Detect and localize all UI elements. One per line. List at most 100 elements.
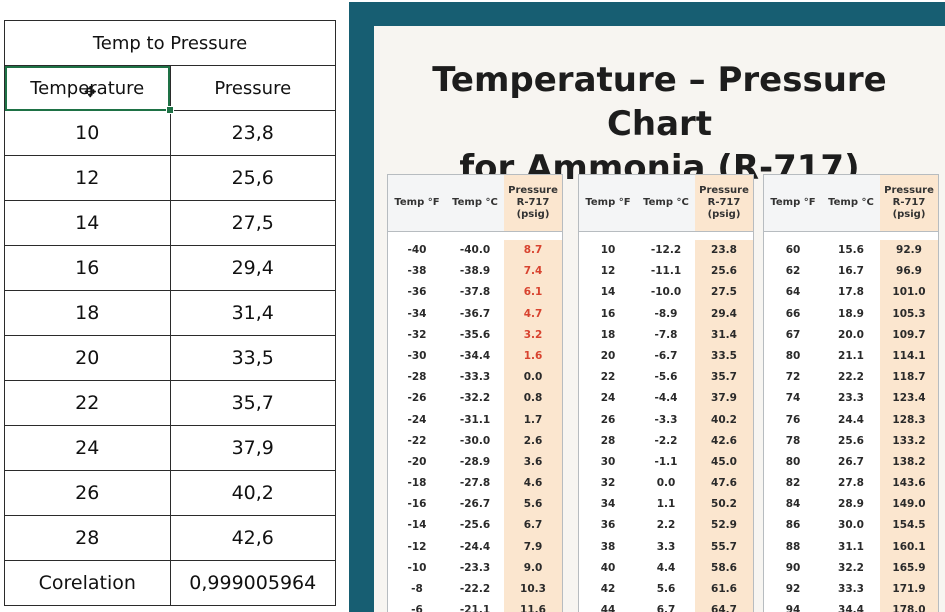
- temperature-cell[interactable]: 20: [4, 335, 171, 381]
- chart-table-row: 34 1.1 50.2: [579, 494, 753, 516]
- temperature-cell[interactable]: 28: [4, 515, 171, 561]
- pressure-value-cell: 178.0: [880, 600, 938, 612]
- temp-f-cell: -36: [407, 286, 427, 299]
- pressure-value-cell: 0.0: [504, 367, 562, 389]
- temp-c-cell: 5.6: [656, 583, 676, 595]
- temp-f-cell: -38: [407, 265, 427, 278]
- col-header-temp-c: Temp °C: [828, 197, 874, 208]
- pressure-cell[interactable]: 29,4: [169, 245, 336, 291]
- temperature-cell[interactable]: 24: [4, 425, 171, 471]
- temp-f-cell: 62: [785, 265, 801, 278]
- temp-c-cell: -28.9: [459, 455, 491, 468]
- chart-table-row: 36 2.2 52.9: [579, 515, 753, 537]
- pressure-cell[interactable]: 23,8: [169, 110, 336, 156]
- temp-f-cell: 18: [600, 328, 616, 341]
- chart-table-block-3: Temp °F Temp °C Pressure R-717 (psig) 60 15.6 9…: [763, 174, 939, 612]
- chart-table-row: -18 -27.8 4.6: [388, 473, 562, 495]
- temp-f-cell: -34: [407, 307, 427, 320]
- chart-table-row: 14 -10.0 27.5: [579, 282, 753, 304]
- chart-table-row: 64 17.8 101.0: [764, 282, 938, 304]
- temperature-cell[interactable]: 12: [4, 155, 171, 201]
- sheet-title-cell[interactable]: Temp to Pressure: [4, 20, 336, 66]
- chart-table-row: 60 15.6 92.9: [764, 240, 938, 262]
- pressure-value-cell: 128.3: [880, 409, 938, 431]
- pressure-cell[interactable]: 42,6: [169, 515, 336, 561]
- pressure-value-cell: 4.6: [504, 473, 562, 495]
- chart-table-row: 80 21.1 114.1: [764, 345, 938, 368]
- pressure-value-cell: 25.6: [695, 261, 753, 283]
- temp-f-cell: 84: [785, 498, 801, 511]
- col-header-pressure: Pressure R-717 (psig): [504, 175, 562, 231]
- pressure-value-cell: 50.2: [695, 494, 753, 516]
- chart-table-row: 44 6.7 64.7: [579, 600, 753, 612]
- pressure-cell[interactable]: 27,5: [169, 200, 336, 246]
- temp-c-cell: -24.4: [459, 540, 491, 553]
- chart-table-row: 94 34.4 178.0: [764, 600, 938, 612]
- pressure-value-cell: 101.0: [880, 282, 938, 304]
- chart-table-row: 18 -7.8 31.4: [579, 324, 753, 346]
- temperature-cell[interactable]: 10: [4, 110, 171, 156]
- temp-c-cell: -6.7: [654, 349, 678, 362]
- temp-f-cell: 80: [785, 455, 801, 468]
- col-header-pressure: Pressure R-717 (psig): [695, 175, 753, 231]
- temperature-cell[interactable]: 22: [4, 380, 171, 426]
- temp-f-cell: 30: [600, 455, 616, 468]
- chart-table-header: Temp °F Temp °C Pressure R-717 (psig): [764, 175, 938, 232]
- pressure-value-cell: 7.9: [504, 536, 562, 558]
- pressure-value-cell: 171.9: [880, 579, 938, 601]
- pressure-value-cell: 92.9: [880, 240, 938, 262]
- temp-c-cell: -35.6: [459, 328, 491, 341]
- temp-c-cell: -10.0: [650, 286, 682, 299]
- temp-c-cell: -5.6: [654, 371, 678, 384]
- col-header-temp-c: Temp °C: [452, 197, 498, 208]
- temp-f-cell: 28: [600, 434, 616, 447]
- pressure-value-cell: 61.6: [695, 579, 753, 601]
- pressure-cell[interactable]: 31,4: [169, 290, 336, 336]
- header-cell-pressure[interactable]: Pressure: [169, 65, 336, 111]
- temp-c-cell: 26.7: [838, 455, 864, 468]
- temperature-cell[interactable]: 26: [4, 470, 171, 516]
- pressure-cell[interactable]: 40,2: [169, 470, 336, 516]
- temp-c-cell: -26.7: [459, 498, 491, 511]
- chart-table-row: -10 -23.3 9.0: [388, 557, 562, 579]
- temperature-cell[interactable]: 14: [4, 200, 171, 246]
- pressure-value-cell: 45.0: [695, 451, 753, 474]
- chart-table-row: 92 33.3 171.9: [764, 579, 938, 601]
- col-header-temp-c: Temp °C: [643, 197, 689, 208]
- col-header-pressure: Pressure R-717 (psig): [880, 175, 938, 231]
- temp-f-cell: -12: [407, 540, 427, 553]
- col-header-temp-f: Temp °F: [770, 197, 816, 208]
- pressure-cell[interactable]: 33,5: [169, 335, 336, 381]
- temp-f-cell: 60: [785, 244, 801, 256]
- chart-table-row: 62 16.7 96.9: [764, 261, 938, 283]
- header-cell-temperature[interactable]: Temperature: [4, 65, 174, 115]
- temp-c-cell: 16.7: [838, 265, 864, 278]
- temp-c-cell: 28.9: [838, 498, 864, 511]
- temp-f-cell: 26: [600, 413, 616, 426]
- chart-table-row: -6 -21.1 11.6: [388, 600, 562, 612]
- correlation-label-cell[interactable]: Corelation: [4, 560, 171, 606]
- chart-table-row: -22 -30.0 2.6: [388, 430, 562, 452]
- sheet-row: 24 37,9: [4, 425, 336, 471]
- temp-f-cell: -14: [407, 519, 427, 532]
- temp-c-cell: 21.1: [838, 349, 864, 362]
- temp-f-cell: 86: [785, 519, 801, 532]
- pressure-cell[interactable]: 35,7: [169, 380, 336, 426]
- chart-table-row: 66 18.9 105.3: [764, 303, 938, 325]
- temp-f-cell: -22: [407, 434, 427, 447]
- pressure-value-cell: 109.7: [880, 324, 938, 346]
- pressure-value-cell: 27.5: [695, 282, 753, 304]
- temp-f-cell: 94: [785, 604, 801, 612]
- temp-c-cell: -31.1: [459, 413, 491, 426]
- pressure-value-cell: 10.3: [504, 579, 562, 601]
- correlation-value-cell[interactable]: 0,999005964: [169, 560, 336, 606]
- pressure-value-cell: 4.7: [504, 303, 562, 325]
- pressure-cell[interactable]: 25,6: [169, 155, 336, 201]
- chart-table-row: 78 25.6 133.2: [764, 430, 938, 452]
- chart-table-row: 42 5.6 61.6: [579, 579, 753, 601]
- temperature-cell[interactable]: 16: [4, 245, 171, 291]
- chart-table-row: 32 0.0 47.6: [579, 473, 753, 495]
- sheet-row: 14 27,5: [4, 200, 336, 246]
- pressure-cell[interactable]: 37,9: [169, 425, 336, 471]
- temperature-cell[interactable]: 18: [4, 290, 171, 336]
